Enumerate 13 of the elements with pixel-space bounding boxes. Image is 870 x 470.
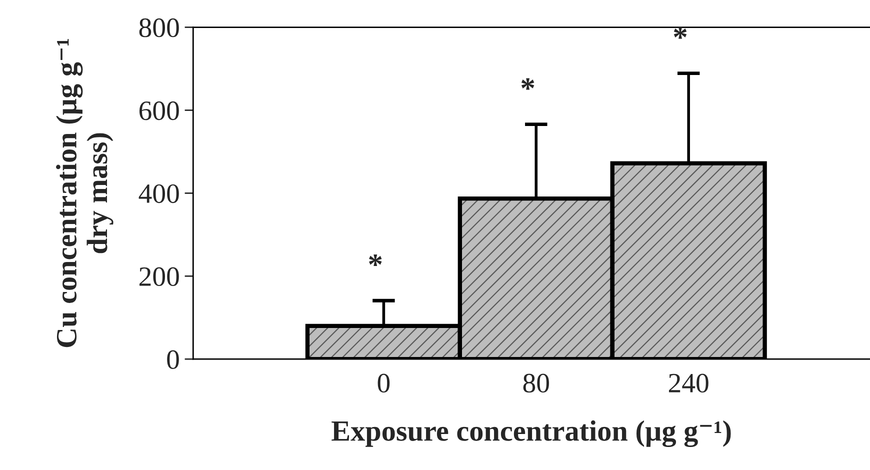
- y-axis-title: Cu concentration (µg g⁻¹ dry mass): [56, 38, 114, 348]
- y-tick-label: 600: [139, 101, 179, 120]
- x-tick-label: 240: [668, 374, 708, 393]
- x-tick-label: 0: [378, 374, 390, 393]
- y-tick-label: 200: [140, 267, 179, 286]
- x-axis-title: Exposure concentration (µg g⁻¹): [332, 420, 731, 448]
- y-tick-label: 800: [139, 18, 179, 38]
- y-tick-label: 0: [167, 350, 179, 369]
- annotation: *: [521, 78, 534, 90]
- x-tick-label: 80: [523, 374, 549, 393]
- annotation: *: [674, 27, 687, 39]
- annotation: *: [368, 254, 382, 266]
- y-tick-label: 400: [138, 184, 179, 204]
